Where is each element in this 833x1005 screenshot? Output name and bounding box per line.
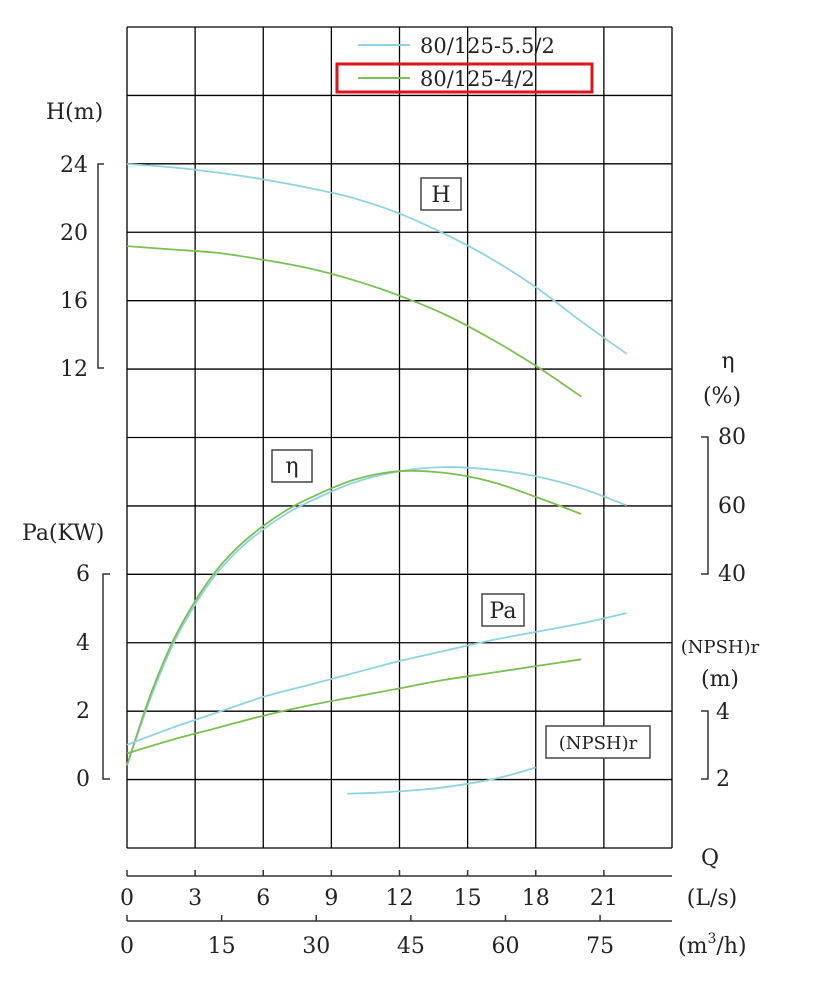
chart-curves xyxy=(126,163,628,795)
efficiency-axis-bracket xyxy=(701,436,709,575)
efficiency-curve-series-b xyxy=(126,469,582,766)
left-axis-head: H(m) 24 20 16 12 xyxy=(46,100,104,382)
npsh-curve-series-a xyxy=(347,766,537,795)
legend-label-series-b: 80/125-4/2 xyxy=(420,67,535,91)
x-axis-ls: Q 0 3 6 9 12 15 18 21 (L/s) xyxy=(120,846,737,911)
x-axis-title: Q xyxy=(701,846,719,871)
head-axis-bracket xyxy=(97,163,104,369)
x-axis-ls-ticks: 0 3 6 9 12 15 18 21 xyxy=(120,870,618,911)
x-axis-m3h: 0 15 30 45 60 75 (m3/h) xyxy=(120,915,747,959)
head-tick-24: 24 xyxy=(60,153,88,178)
x-axis-m3h-unit: (m3/h) xyxy=(678,931,747,959)
x-axis-m3h-unit-sup: 3 xyxy=(707,931,716,947)
power-curve-series-a xyxy=(126,612,627,746)
head-tick-16: 16 xyxy=(60,289,88,314)
x-tick-m3h-60: 60 xyxy=(491,934,519,959)
npsh-axis-label-top: (NPSH)r xyxy=(681,637,760,658)
x-tick-m3h-30: 30 xyxy=(302,934,330,959)
efficiency-axis-label-bottom: (%) xyxy=(703,384,741,409)
legend-label-series-a: 80/125-5.5/2 xyxy=(420,34,555,58)
x-tick-ls-9: 9 xyxy=(324,886,338,911)
curve-label-npsh-text: (NPSH)r xyxy=(559,733,638,754)
left-axis-power: Pa(KW) 6 4 2 0 xyxy=(22,521,110,792)
x-tick-m3h-45: 45 xyxy=(397,934,425,959)
curve-label-npsh: (NPSH)r xyxy=(545,725,651,759)
head-curve-series-a xyxy=(126,163,628,355)
x-axis-m3h-unit-base: (m xyxy=(678,934,708,959)
npsh-axis-bracket xyxy=(701,710,709,780)
efficiency-tick-60: 60 xyxy=(718,494,746,519)
curve-label-head-text: H xyxy=(431,183,450,208)
head-tick-20: 20 xyxy=(60,221,88,246)
chart-grid xyxy=(126,26,673,849)
x-tick-m3h-75: 75 xyxy=(586,934,614,959)
npsh-axis-label-bottom: (m) xyxy=(701,667,739,692)
x-axis-ls-unit: (L/s) xyxy=(687,886,737,911)
power-axis-label: Pa(KW) xyxy=(22,521,104,546)
curve-label-head: H xyxy=(420,177,462,211)
x-tick-ls-21: 21 xyxy=(590,886,618,911)
efficiency-axis-label-top: η xyxy=(721,349,734,374)
legend-highlight-box xyxy=(335,62,594,94)
x-tick-ls-6: 6 xyxy=(256,886,270,911)
curve-label-efficiency-text: η xyxy=(285,454,298,479)
x-axis-m3h-unit-tail: /h) xyxy=(716,934,746,959)
x-tick-ls-15: 15 xyxy=(454,886,482,911)
power-axis-bracket xyxy=(102,573,110,780)
power-tick-6: 6 xyxy=(76,562,90,587)
curve-label-efficiency: η xyxy=(271,449,313,483)
power-tick-2: 2 xyxy=(76,699,90,724)
legend: 80/125-5.5/2 80/125-4/2 xyxy=(335,34,594,94)
head-curve-series-b xyxy=(126,245,582,398)
head-tick-12: 12 xyxy=(60,357,88,382)
x-tick-m3h-0: 0 xyxy=(120,934,134,959)
x-tick-ls-18: 18 xyxy=(522,886,550,911)
right-axis-npsh: (NPSH)r (m) 4 2 xyxy=(681,637,760,792)
x-tick-ls-3: 3 xyxy=(188,886,202,911)
efficiency-tick-40: 40 xyxy=(718,562,746,587)
power-tick-0: 0 xyxy=(76,767,90,792)
curve-label-power: Pa xyxy=(481,593,525,627)
efficiency-curve-series-a xyxy=(126,466,627,766)
power-tick-4: 4 xyxy=(76,631,90,656)
npsh-tick-2: 2 xyxy=(716,767,730,792)
head-axis-label: H(m) xyxy=(46,100,103,125)
right-axis-efficiency: η (%) 80 60 40 xyxy=(701,349,746,587)
efficiency-tick-80: 80 xyxy=(718,425,746,450)
npsh-tick-4: 4 xyxy=(716,700,730,725)
curve-label-power-text: Pa xyxy=(490,599,517,624)
x-tick-m3h-15: 15 xyxy=(208,934,236,959)
x-axis-m3h-ticks: 0 15 30 45 60 75 xyxy=(120,915,614,959)
power-curve-series-b xyxy=(126,658,582,755)
x-tick-ls-0: 0 xyxy=(120,886,134,911)
x-tick-ls-12: 12 xyxy=(386,886,414,911)
